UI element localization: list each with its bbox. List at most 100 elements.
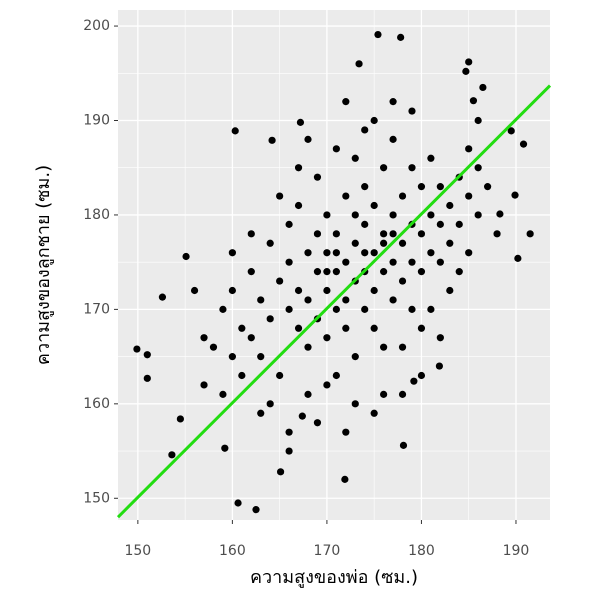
point xyxy=(361,183,369,191)
point xyxy=(228,249,236,257)
point xyxy=(355,60,363,68)
panel xyxy=(118,10,550,520)
point xyxy=(361,220,369,228)
point xyxy=(219,305,227,313)
point xyxy=(436,220,444,228)
point xyxy=(342,324,350,332)
point xyxy=(398,390,407,398)
point xyxy=(408,305,416,313)
point xyxy=(200,334,208,342)
point xyxy=(484,183,492,191)
point xyxy=(332,305,340,313)
point xyxy=(228,286,236,295)
point xyxy=(285,258,293,266)
point xyxy=(410,377,418,385)
point xyxy=(465,58,473,66)
point xyxy=(474,116,482,125)
point xyxy=(323,211,331,219)
point xyxy=(436,183,444,191)
point xyxy=(380,164,388,172)
x-tick-label: 180 xyxy=(408,543,435,559)
point xyxy=(143,351,151,359)
point xyxy=(257,296,265,304)
point xyxy=(133,345,141,353)
point xyxy=(304,390,312,398)
point xyxy=(238,371,246,380)
point xyxy=(266,315,274,323)
point xyxy=(408,258,416,266)
point xyxy=(479,83,487,92)
point xyxy=(417,268,426,276)
point xyxy=(380,343,388,351)
point xyxy=(268,136,276,144)
point xyxy=(168,451,176,459)
point xyxy=(370,286,378,295)
point xyxy=(398,239,407,247)
point xyxy=(389,296,397,304)
point xyxy=(332,371,340,380)
point xyxy=(219,390,227,398)
point xyxy=(435,362,444,370)
point xyxy=(474,164,482,172)
point xyxy=(276,468,285,476)
point xyxy=(370,249,378,257)
point xyxy=(209,343,218,351)
point xyxy=(332,230,340,238)
point xyxy=(176,415,184,423)
point xyxy=(397,33,405,41)
point xyxy=(247,268,255,276)
point xyxy=(427,305,435,313)
point xyxy=(526,230,534,238)
point xyxy=(389,98,397,106)
point xyxy=(342,192,350,200)
y-tick-label: 190 xyxy=(83,113,110,129)
point xyxy=(276,192,284,200)
point xyxy=(389,135,397,143)
point xyxy=(511,191,519,199)
point xyxy=(351,239,359,247)
point xyxy=(417,371,426,380)
point xyxy=(266,400,274,408)
point xyxy=(342,296,350,304)
point xyxy=(332,145,340,153)
point xyxy=(323,334,331,342)
x-tick-label: 170 xyxy=(314,543,341,559)
point xyxy=(408,164,416,172)
point xyxy=(266,239,274,247)
point xyxy=(342,98,350,106)
point xyxy=(417,183,426,191)
point xyxy=(389,230,397,238)
point xyxy=(221,444,229,452)
point xyxy=(285,220,293,228)
point xyxy=(285,428,293,436)
point xyxy=(143,374,151,382)
point xyxy=(380,230,388,238)
point xyxy=(182,252,190,261)
point xyxy=(323,249,331,257)
point xyxy=(519,140,528,148)
point xyxy=(252,506,260,514)
point xyxy=(304,296,312,304)
point xyxy=(462,67,470,75)
point xyxy=(427,249,435,257)
point xyxy=(294,164,303,172)
point xyxy=(304,343,312,351)
point xyxy=(298,412,306,420)
point xyxy=(200,381,208,389)
point xyxy=(370,116,378,125)
point xyxy=(313,230,322,238)
x-tick-label: 160 xyxy=(219,543,246,559)
point xyxy=(296,118,305,126)
point xyxy=(417,324,426,332)
point xyxy=(370,201,378,210)
point xyxy=(158,293,167,301)
point xyxy=(313,419,322,427)
point xyxy=(507,127,515,135)
point xyxy=(380,239,388,247)
x-tick-label: 150 xyxy=(124,543,151,559)
point xyxy=(342,428,350,436)
point xyxy=(285,305,293,313)
point xyxy=(304,249,312,257)
point xyxy=(361,249,369,257)
point xyxy=(351,400,359,408)
